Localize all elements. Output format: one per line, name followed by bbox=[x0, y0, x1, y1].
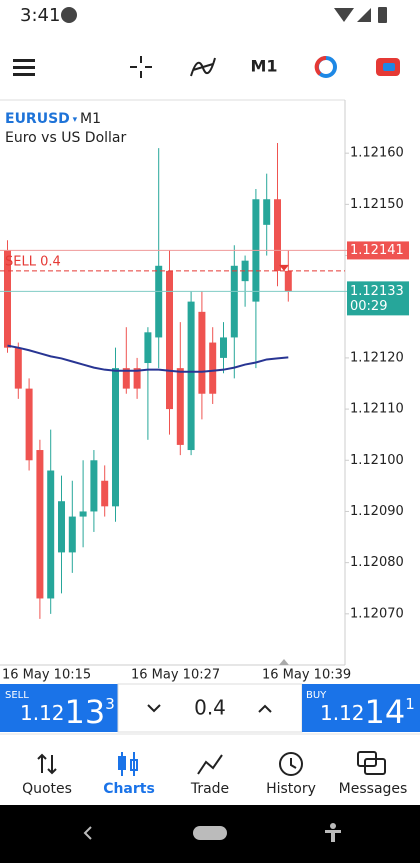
candle-body bbox=[241, 260, 249, 282]
crosshair-button[interactable] bbox=[130, 56, 152, 78]
volume-down[interactable] bbox=[147, 704, 161, 713]
candle-body bbox=[155, 265, 163, 338]
y-tick-label: 1.12120 bbox=[350, 350, 404, 365]
candle-body bbox=[230, 265, 238, 338]
candle-body bbox=[79, 511, 87, 517]
candle-body bbox=[14, 347, 22, 389]
y-tick-label: 1.12070 bbox=[350, 606, 404, 621]
signal-icon bbox=[357, 8, 371, 22]
y-tick-label: 1.12100 bbox=[350, 453, 404, 468]
sell-label: SELL bbox=[5, 690, 29, 701]
y-tick-label: 1.12110 bbox=[350, 402, 404, 417]
volume-box bbox=[117, 683, 303, 733]
status-icon bbox=[61, 7, 77, 23]
buy-button[interactable] bbox=[302, 684, 420, 732]
candle-body bbox=[209, 342, 217, 394]
timeframe-button[interactable]: M1 bbox=[250, 57, 277, 76]
candle-body bbox=[166, 270, 173, 410]
candle-body bbox=[25, 388, 33, 461]
ask-box bbox=[347, 241, 409, 260]
y-tick-label: 1.12080 bbox=[350, 555, 404, 570]
nav-item[interactable]: Messages bbox=[339, 781, 408, 797]
chart-header: EURUSD ▾ M1 bbox=[5, 111, 101, 127]
candle-body bbox=[90, 460, 98, 512]
nav-icons bbox=[37, 751, 386, 776]
candle-body bbox=[220, 337, 227, 358]
bid-timer: 00:29 bbox=[350, 299, 387, 314]
candle-body bbox=[122, 368, 130, 389]
bid-label: 1.12133 bbox=[350, 284, 404, 299]
volume[interactable]: 0.4 bbox=[194, 696, 226, 720]
candle-body bbox=[133, 368, 141, 389]
moving-average bbox=[7, 344, 289, 373]
nav-item[interactable]: Trade bbox=[190, 781, 229, 797]
nav-item[interactable]: History bbox=[266, 781, 316, 797]
back-button[interactable] bbox=[83, 826, 92, 840]
nav-item[interactable]: Quotes bbox=[22, 781, 72, 797]
candle-body bbox=[36, 450, 44, 599]
y-tick-label: 1.12090 bbox=[350, 504, 404, 519]
sell-button[interactable] bbox=[0, 684, 118, 732]
candle-body bbox=[187, 301, 195, 451]
candle-body bbox=[4, 250, 11, 348]
status-time: 3:41 bbox=[20, 5, 60, 26]
sell-price: 1.12133 bbox=[20, 693, 115, 731]
buy-label: BUY bbox=[306, 690, 327, 701]
x-label: 16 May 10:15 bbox=[2, 668, 91, 683]
candle-body bbox=[101, 480, 109, 507]
candle-body bbox=[176, 368, 184, 445]
menu-button[interactable] bbox=[13, 59, 35, 76]
volume-up[interactable] bbox=[258, 704, 272, 713]
candle-body bbox=[263, 199, 271, 225]
nav-item[interactable]: Charts bbox=[103, 781, 155, 797]
candle-body bbox=[198, 311, 206, 394]
candle-body bbox=[47, 470, 55, 599]
y-tick-label: 1.12150 bbox=[350, 197, 404, 212]
candle-body bbox=[284, 270, 292, 292]
candle-body bbox=[68, 516, 76, 553]
candle-body bbox=[144, 332, 152, 364]
candle-body bbox=[274, 199, 281, 271]
chart-description: Euro vs US Dollar bbox=[5, 130, 127, 146]
y-tick-label: 1.12160 bbox=[350, 146, 404, 161]
candle-body bbox=[112, 368, 119, 507]
order-label: SELL 0.4 bbox=[5, 254, 61, 269]
order-arrow bbox=[279, 264, 289, 271]
battery-icon bbox=[378, 7, 387, 23]
candle-body bbox=[58, 501, 65, 553]
indicators-button[interactable] bbox=[190, 57, 216, 77]
wifi-icon bbox=[334, 8, 354, 22]
ask-label: 1.12141 bbox=[350, 243, 404, 258]
objects-button[interactable] bbox=[314, 56, 337, 78]
x-label: 16 May 10:39 bbox=[262, 668, 351, 683]
buy-price: 1.12141 bbox=[320, 693, 415, 731]
home-button[interactable] bbox=[193, 826, 227, 840]
x-label: 16 May 10:27 bbox=[131, 668, 220, 683]
scroll-marker bbox=[279, 659, 289, 665]
accessibility-button[interactable] bbox=[325, 823, 341, 842]
trade-button[interactable] bbox=[376, 58, 400, 76]
bid-box bbox=[347, 281, 409, 316]
